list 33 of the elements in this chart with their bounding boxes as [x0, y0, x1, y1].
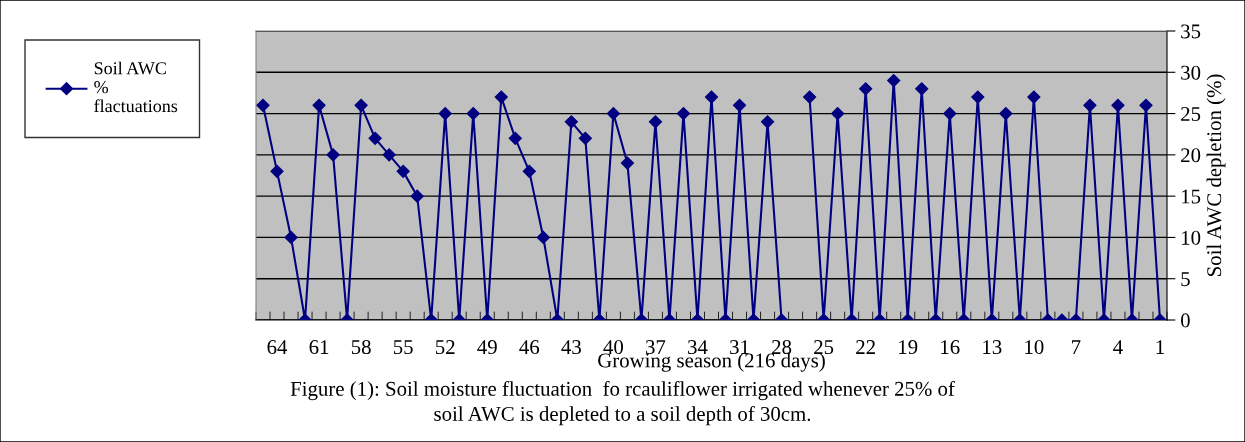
y-tick-label: 35: [1181, 24, 1201, 39]
legend-label: Soil AWC % flactuations: [94, 61, 178, 113]
x-tick-label: 4: [1113, 340, 1123, 354]
text: Figure (1): Soil moisture fluctuation fo rcauliflower irrigated whenever 25% of soil AWC is depleted to a soil depth of 30cm.: [290, 381, 955, 426]
y-tick-label: 5: [1181, 272, 1190, 287]
y-tick-label: 15: [1182, 189, 1201, 204]
x-tick-label: 64: [267, 340, 288, 355]
y-tick-label: 0: [1180, 313, 1190, 328]
y-axis-title: Soil AWC depletion (%): [1206, 74, 1226, 276]
x-tick-label: 22: [856, 340, 875, 354]
x-tick-label: 19: [899, 340, 918, 355]
x-tick-label: 16: [941, 340, 960, 355]
x-tick-label: 28: [772, 340, 792, 355]
x-tick-label: 13: [983, 340, 1002, 355]
x-tick-label: 55: [393, 340, 413, 355]
x-tick-label: 10: [1025, 340, 1044, 355]
x-tick-label: 34: [688, 340, 708, 355]
y-tick-label: 30: [1181, 65, 1201, 80]
y-tick-label: 25: [1181, 107, 1201, 121]
x-tick-label: 37: [646, 340, 666, 355]
x-tick-label: 25: [814, 340, 834, 355]
x-tick-label: 58: [351, 340, 371, 355]
x-tick-label: 31: [730, 340, 749, 355]
x-tick-label: 52: [436, 340, 455, 355]
x-tick-label: 7: [1072, 340, 1081, 354]
y-tick-label: 20: [1181, 148, 1201, 163]
y-tick-label: 10: [1182, 230, 1201, 245]
x-tick-label: 40: [603, 340, 624, 355]
x-tick-label: 61: [309, 340, 329, 355]
x-tick-label: 46: [519, 340, 540, 355]
x-tick-label: 43: [561, 340, 581, 355]
x-tick-label: 1: [1156, 340, 1164, 354]
x-tick-label: 49: [477, 340, 497, 355]
